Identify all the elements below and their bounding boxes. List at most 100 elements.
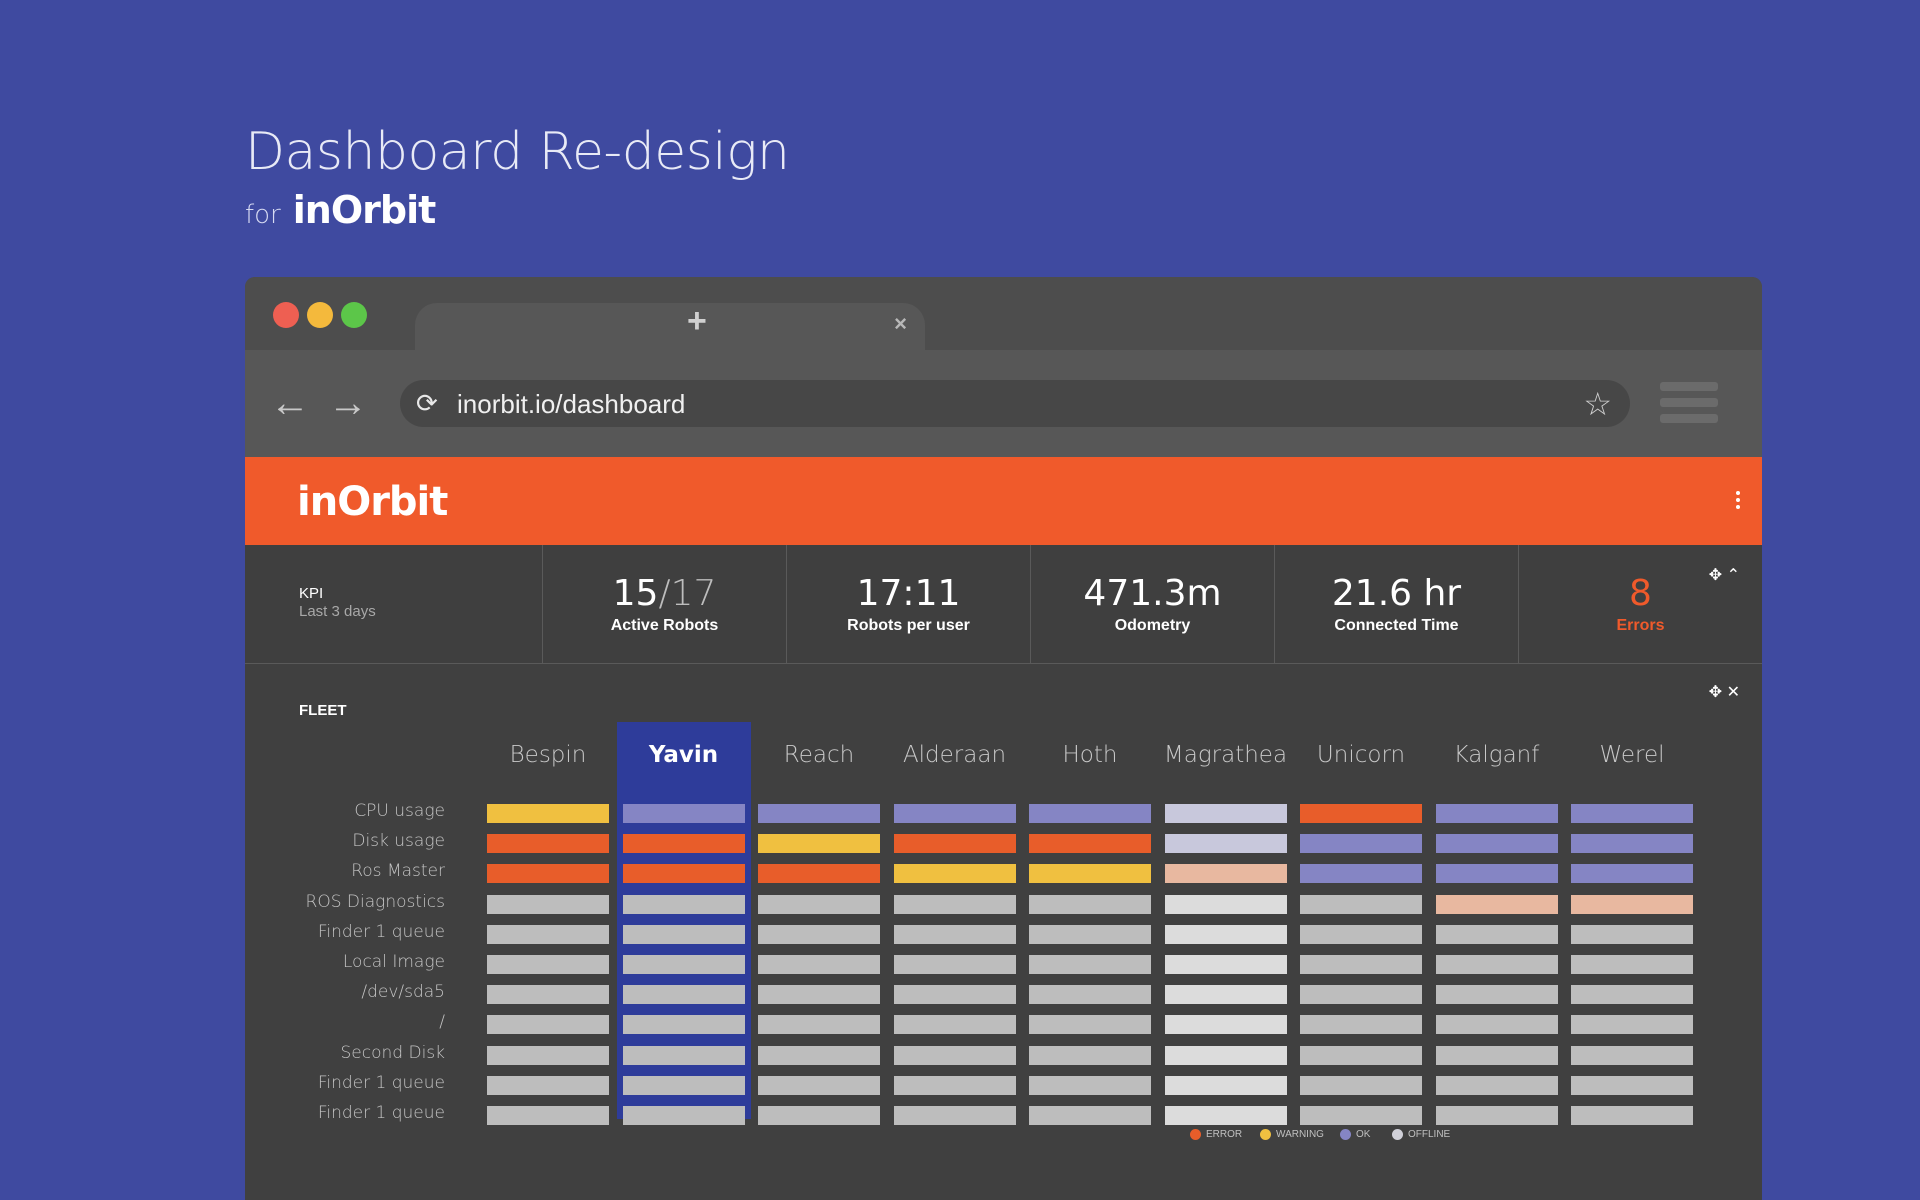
status-cell[interactable] xyxy=(622,985,745,1005)
status-cell[interactable] xyxy=(893,894,1016,914)
maximize-window-button[interactable] xyxy=(341,302,367,328)
status-cell[interactable] xyxy=(893,804,1016,823)
browser-tab[interactable]: × xyxy=(415,303,925,350)
status-cell[interactable] xyxy=(893,1045,1016,1065)
status-cell[interactable] xyxy=(893,955,1016,974)
status-cell[interactable] xyxy=(1300,1106,1422,1125)
status-cell[interactable] xyxy=(1571,1075,1693,1095)
status-cell[interactable] xyxy=(1164,985,1287,1005)
status-cell[interactable] xyxy=(1435,1045,1558,1065)
status-cell[interactable] xyxy=(1300,864,1422,884)
status-cell[interactable] xyxy=(1435,834,1558,854)
close-window-button[interactable] xyxy=(273,302,299,328)
status-cell[interactable] xyxy=(758,955,880,974)
status-cell[interactable] xyxy=(1435,804,1558,823)
status-cell[interactable] xyxy=(893,1075,1016,1095)
status-cell[interactable] xyxy=(1164,1106,1287,1125)
status-cell[interactable] xyxy=(622,1106,745,1125)
status-cell[interactable] xyxy=(1300,834,1422,854)
status-cell[interactable] xyxy=(758,834,880,854)
status-cell[interactable] xyxy=(487,1045,609,1065)
robot-column-unicorn[interactable]: Unicorn xyxy=(1316,742,1406,768)
status-cell[interactable] xyxy=(1571,1045,1693,1065)
status-cell[interactable] xyxy=(487,924,609,944)
reload-icon[interactable]: ⟳ xyxy=(416,388,438,418)
status-cell[interactable] xyxy=(622,1015,745,1035)
status-cell[interactable] xyxy=(1164,864,1287,884)
status-cell[interactable] xyxy=(1029,804,1151,823)
status-cell[interactable] xyxy=(487,1075,609,1095)
bookmark-star-icon[interactable]: ☆ xyxy=(1583,386,1612,422)
status-cell[interactable] xyxy=(1300,804,1422,823)
status-cell[interactable] xyxy=(622,804,745,823)
status-cell[interactable] xyxy=(1029,955,1151,974)
status-cell[interactable] xyxy=(1029,924,1151,944)
status-cell[interactable] xyxy=(1029,1075,1151,1095)
status-cell[interactable] xyxy=(758,864,880,884)
status-cell[interactable] xyxy=(622,834,745,854)
status-cell[interactable] xyxy=(1300,1045,1422,1065)
status-cell[interactable] xyxy=(1164,804,1287,823)
back-arrow-icon[interactable]: ← xyxy=(270,381,310,425)
status-cell[interactable] xyxy=(1029,834,1151,854)
url-text[interactable]: inorbit.io/dashboard xyxy=(457,389,686,419)
status-cell[interactable] xyxy=(1435,1106,1558,1125)
status-cell[interactable] xyxy=(1029,1045,1151,1065)
status-cell[interactable] xyxy=(893,864,1016,884)
minimize-window-button[interactable] xyxy=(307,302,333,328)
status-cell[interactable] xyxy=(622,1075,745,1095)
status-cell[interactable] xyxy=(487,985,609,1005)
status-cell[interactable] xyxy=(487,864,609,884)
status-cell[interactable] xyxy=(1029,864,1151,884)
robot-column-yavin[interactable]: Yavin xyxy=(648,742,719,768)
status-cell[interactable] xyxy=(1029,985,1151,1005)
status-cell[interactable] xyxy=(758,1075,880,1095)
robot-column-magrathea[interactable]: Magrathea xyxy=(1163,742,1288,768)
status-cell[interactable] xyxy=(893,924,1016,944)
status-cell[interactable] xyxy=(487,1015,609,1035)
status-cell[interactable] xyxy=(1164,834,1287,854)
status-cell[interactable] xyxy=(1300,1075,1422,1095)
status-cell[interactable] xyxy=(1571,1106,1693,1125)
status-cell[interactable] xyxy=(1300,955,1422,974)
status-cell[interactable] xyxy=(487,804,609,823)
tab-close-icon[interactable]: × xyxy=(894,311,907,336)
kpi-move-collapse-icon[interactable]: ✥ ⌃ xyxy=(1708,567,1740,584)
status-cell[interactable] xyxy=(1571,985,1693,1005)
status-cell[interactable] xyxy=(1435,894,1558,914)
robot-column-hoth[interactable]: Hoth xyxy=(1062,742,1118,768)
status-cell[interactable] xyxy=(1435,1015,1558,1035)
status-cell[interactable] xyxy=(1029,1106,1151,1125)
robot-column-werel[interactable]: Werel xyxy=(1599,742,1665,768)
status-cell[interactable] xyxy=(1571,955,1693,974)
status-cell[interactable] xyxy=(487,834,609,854)
status-cell[interactable] xyxy=(1029,1015,1151,1035)
status-cell[interactable] xyxy=(1300,924,1422,944)
status-cell[interactable] xyxy=(487,955,609,974)
status-cell[interactable] xyxy=(1571,834,1693,854)
status-cell[interactable] xyxy=(1164,894,1287,914)
robot-column-alderaan[interactable]: Alderaan xyxy=(902,742,1007,768)
status-cell[interactable] xyxy=(1435,924,1558,944)
status-cell[interactable] xyxy=(1300,985,1422,1005)
status-cell[interactable] xyxy=(1571,864,1693,884)
status-cell[interactable] xyxy=(1164,1015,1287,1035)
status-cell[interactable] xyxy=(1435,985,1558,1005)
browser-menu-icon[interactable] xyxy=(1660,382,1718,428)
status-cell[interactable] xyxy=(622,1045,745,1065)
status-cell[interactable] xyxy=(1435,864,1558,884)
robot-column-reach[interactable]: Reach xyxy=(783,742,855,768)
status-cell[interactable] xyxy=(1571,924,1693,944)
status-cell[interactable] xyxy=(758,1045,880,1065)
status-cell[interactable] xyxy=(758,1106,880,1125)
status-cell[interactable] xyxy=(1435,955,1558,974)
status-cell[interactable] xyxy=(1164,1045,1287,1065)
status-cell[interactable] xyxy=(622,955,745,974)
status-cell[interactable] xyxy=(1300,894,1422,914)
new-tab-icon[interactable]: + xyxy=(687,302,707,340)
status-cell[interactable] xyxy=(622,924,745,944)
status-cell[interactable] xyxy=(487,894,609,914)
status-cell[interactable] xyxy=(758,924,880,944)
status-cell[interactable] xyxy=(1571,1015,1693,1035)
status-cell[interactable] xyxy=(487,1106,609,1125)
